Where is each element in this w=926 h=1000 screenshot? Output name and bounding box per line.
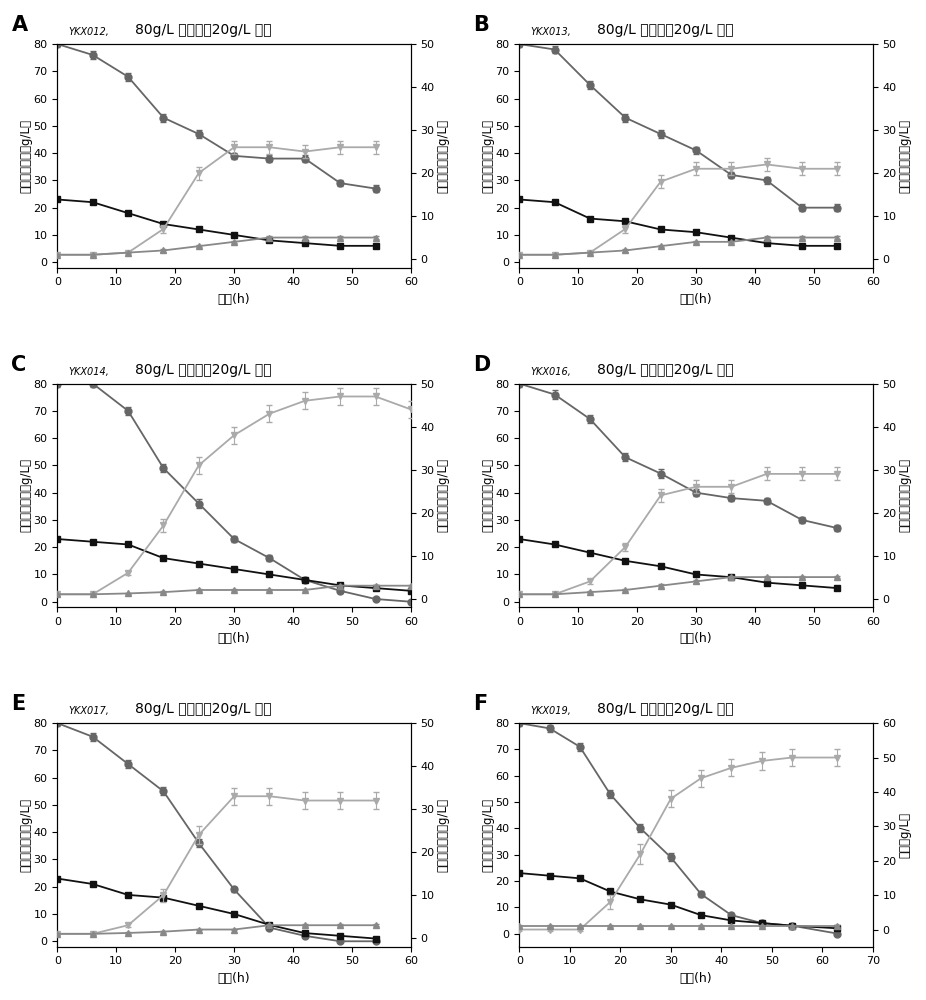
Text: 80g/L 葫萄糖，20g/L 木糖: 80g/L 葫萄糖，20g/L 木糖 xyxy=(597,23,733,37)
Text: YKX019,: YKX019, xyxy=(530,706,570,716)
Text: 80g/L 葫萄糖，20g/L 木糖: 80g/L 葫萄糖，20g/L 木糖 xyxy=(135,363,272,377)
Text: B: B xyxy=(473,15,489,35)
X-axis label: 时间(h): 时间(h) xyxy=(680,632,712,645)
Y-axis label: 乳糖（g/L）: 乳糖（g/L） xyxy=(898,812,911,858)
Y-axis label: 葫萄糖，木糖（g/L）: 葫萄糖，木糖（g/L） xyxy=(19,798,32,872)
Y-axis label: 木糖醇，乳糖（g/L）: 木糖醇，乳糖（g/L） xyxy=(898,458,911,532)
X-axis label: 时间(h): 时间(h) xyxy=(218,293,250,306)
Y-axis label: 木糖醇，乳糖（g/L）: 木糖醇，乳糖（g/L） xyxy=(436,119,449,193)
Text: A: A xyxy=(11,15,28,35)
Text: F: F xyxy=(473,694,488,714)
Y-axis label: 木糖醇，乳糖（g/L）: 木糖醇，乳糖（g/L） xyxy=(898,119,911,193)
Y-axis label: 木糖醇，乳糖（g/L）: 木糖醇，乳糖（g/L） xyxy=(436,458,449,532)
Y-axis label: 葫萄糖，木糖（g/L）: 葫萄糖，木糖（g/L） xyxy=(19,119,32,193)
Y-axis label: 葫萄糖，木糖（g/L）: 葫萄糖，木糖（g/L） xyxy=(19,458,32,532)
X-axis label: 时间(h): 时间(h) xyxy=(680,972,712,985)
Text: D: D xyxy=(473,355,491,375)
Y-axis label: 木糖醇，乳糖（g/L）: 木糖醇，乳糖（g/L） xyxy=(436,798,449,872)
Text: C: C xyxy=(11,355,27,375)
Text: E: E xyxy=(11,694,26,714)
Text: 80g/L 葫萄糖，20g/L 木糖: 80g/L 葫萄糖，20g/L 木糖 xyxy=(135,23,272,37)
Text: 80g/L 葫萄糖，20g/L 木糖: 80g/L 葫萄糖，20g/L 木糖 xyxy=(597,363,733,377)
Y-axis label: 葫萄糖，木糖（g/L）: 葫萄糖，木糖（g/L） xyxy=(482,119,494,193)
Text: YKX012,: YKX012, xyxy=(68,27,109,37)
Y-axis label: 葫萄糖，木糖（g/L）: 葫萄糖，木糖（g/L） xyxy=(482,458,494,532)
Y-axis label: 葫萄糖，木糖（g/L）: 葫萄糖，木糖（g/L） xyxy=(482,798,494,872)
X-axis label: 时间(h): 时间(h) xyxy=(218,972,250,985)
Text: YKX016,: YKX016, xyxy=(530,367,570,377)
Text: YKX017,: YKX017, xyxy=(68,706,109,716)
Text: 80g/L 葫萄糖，20g/L 木糖: 80g/L 葫萄糖，20g/L 木糖 xyxy=(597,702,733,716)
X-axis label: 时间(h): 时间(h) xyxy=(218,632,250,645)
Text: 80g/L 葫萄糖，20g/L 木糖: 80g/L 葫萄糖，20g/L 木糖 xyxy=(135,702,272,716)
X-axis label: 时间(h): 时间(h) xyxy=(680,293,712,306)
Text: YKX014,: YKX014, xyxy=(68,367,109,377)
Text: YKX013,: YKX013, xyxy=(530,27,570,37)
